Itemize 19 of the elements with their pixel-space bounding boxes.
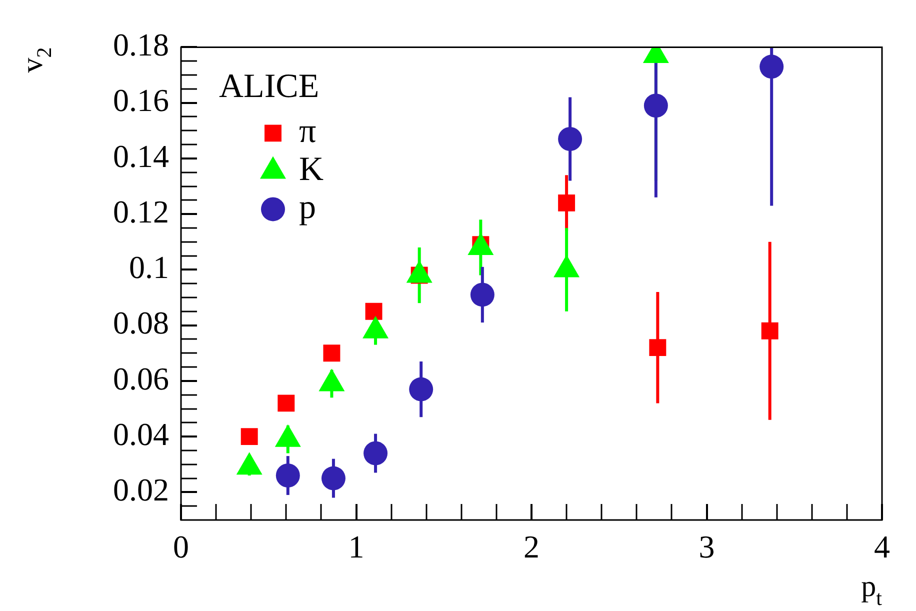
x-tick-label: 1	[348, 528, 364, 565]
y-axis-title: v2	[16, 47, 56, 73]
x-tick-label: 0	[173, 528, 189, 565]
x-tick-label: 4	[874, 528, 890, 565]
legend-label: p	[299, 189, 316, 226]
legend-title: ALICE	[219, 68, 320, 106]
legend-label: π	[299, 113, 316, 150]
y-tick-label: 0.04	[113, 416, 169, 452]
x-tick-label: 3	[698, 528, 715, 565]
y-tick-label: 0.06	[113, 360, 169, 396]
legend-label: K	[299, 151, 324, 188]
y-tick-label: 0.12	[113, 193, 169, 230]
y-tick-label: 0.08	[113, 304, 169, 341]
y-tick-label: 0.1	[129, 249, 169, 286]
y-tick-label: 0.16	[113, 82, 169, 118]
x-tick-label: 2	[524, 528, 540, 565]
y-tick-label: 0.02	[113, 472, 169, 508]
y-tick-label: 0.14	[113, 138, 169, 174]
y-tick-label: 0.18	[113, 26, 169, 63]
